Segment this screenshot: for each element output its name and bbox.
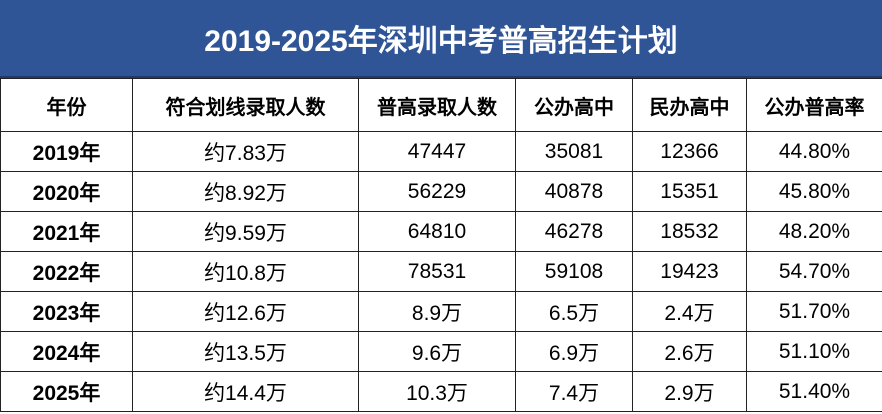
column-header: 公办高中 xyxy=(515,78,633,132)
column-header: 普高录取人数 xyxy=(358,78,516,132)
table-cell: 10.3万 xyxy=(358,371,516,412)
table-cell: 40878 xyxy=(515,171,633,212)
table-row: 2022年 约10.8万 78531 59108 19423 54.70% xyxy=(0,251,882,292)
table-cell: 6.9万 xyxy=(515,331,633,372)
table-cell: 48.20% xyxy=(746,211,882,252)
table-cell: 19423 xyxy=(632,251,747,292)
table: 年份 符合划线录取人数 普高录取人数 公办高中 民办高中 公办普高率 2019年 约7.83… xyxy=(0,78,882,412)
table-cell: 6.5万 xyxy=(515,291,633,332)
table-body: 2019年 约7.83万 47447 35081 12366 44.80% 2020年 约8.… xyxy=(0,131,882,412)
table-cell: 约7.83万 xyxy=(132,131,359,172)
table-cell: 51.40% xyxy=(746,371,882,412)
table-row: 2025年 约14.4万 10.3万 7.4万 2.9万 51.40% xyxy=(0,371,882,412)
table-cell: 9.6万 xyxy=(358,331,516,372)
table-cell: 78531 xyxy=(358,251,516,292)
table-cell: 约13.5万 xyxy=(132,331,359,372)
table-cell: 12366 xyxy=(632,131,747,172)
table-cell: 45.80% xyxy=(746,171,882,212)
table-cell: 46278 xyxy=(515,211,633,252)
table-cell: 8.9万 xyxy=(358,291,516,332)
table-row: 2023年 约12.6万 8.9万 6.5万 2.4万 51.70% xyxy=(0,291,882,332)
year-cell: 2023年 xyxy=(0,291,133,332)
table-cell: 51.70% xyxy=(746,291,882,332)
table-row: 2020年 约8.92万 56229 40878 15351 45.80% xyxy=(0,171,882,212)
table-cell: 约8.92万 xyxy=(132,171,359,212)
table-cell: 2.6万 xyxy=(632,331,747,372)
table-cell: 51.10% xyxy=(746,331,882,372)
table-cell: 约12.6万 xyxy=(132,291,359,332)
table-cell: 47447 xyxy=(358,131,516,172)
table-cell: 44.80% xyxy=(746,131,882,172)
table-row: 2019年 约7.83万 47447 35081 12366 44.80% xyxy=(0,131,882,172)
table-cell: 2.9万 xyxy=(632,371,747,412)
table-cell: 2.4万 xyxy=(632,291,747,332)
table-cell: 64810 xyxy=(358,211,516,252)
table-cell: 7.4万 xyxy=(515,371,633,412)
year-cell: 2025年 xyxy=(0,371,133,412)
table-cell: 54.70% xyxy=(746,251,882,292)
title: 2019-2025年深圳中考普高招生计划 xyxy=(204,25,678,58)
table-cell: 约10.8万 xyxy=(132,251,359,292)
title-bar: 2019-2025年深圳中考普高招生计划 xyxy=(0,0,882,78)
year-cell: 2024年 xyxy=(0,331,133,372)
column-header: 年份 xyxy=(0,78,133,132)
table-cell: 56229 xyxy=(358,171,516,212)
year-cell: 2020年 xyxy=(0,171,133,212)
column-header: 公办普高率 xyxy=(746,78,882,132)
table-cell: 15351 xyxy=(632,171,747,212)
header-row: 年份 符合划线录取人数 普高录取人数 公办高中 民办高中 公办普高率 xyxy=(0,78,882,132)
year-cell: 2021年 xyxy=(0,211,133,252)
year-cell: 2019年 xyxy=(0,131,133,172)
table-cell: 59108 xyxy=(515,251,633,292)
table-cell: 约14.4万 xyxy=(132,371,359,412)
column-header: 符合划线录取人数 xyxy=(132,78,359,132)
table-cell: 18532 xyxy=(632,211,747,252)
table-cell: 约9.59万 xyxy=(132,211,359,252)
column-header: 民办高中 xyxy=(632,78,747,132)
table-row: 2024年 约13.5万 9.6万 6.9万 2.6万 51.10% xyxy=(0,331,882,372)
table-cell: 35081 xyxy=(515,131,633,172)
table-row: 2021年 约9.59万 64810 46278 18532 48.20% xyxy=(0,211,882,252)
year-cell: 2022年 xyxy=(0,251,133,292)
